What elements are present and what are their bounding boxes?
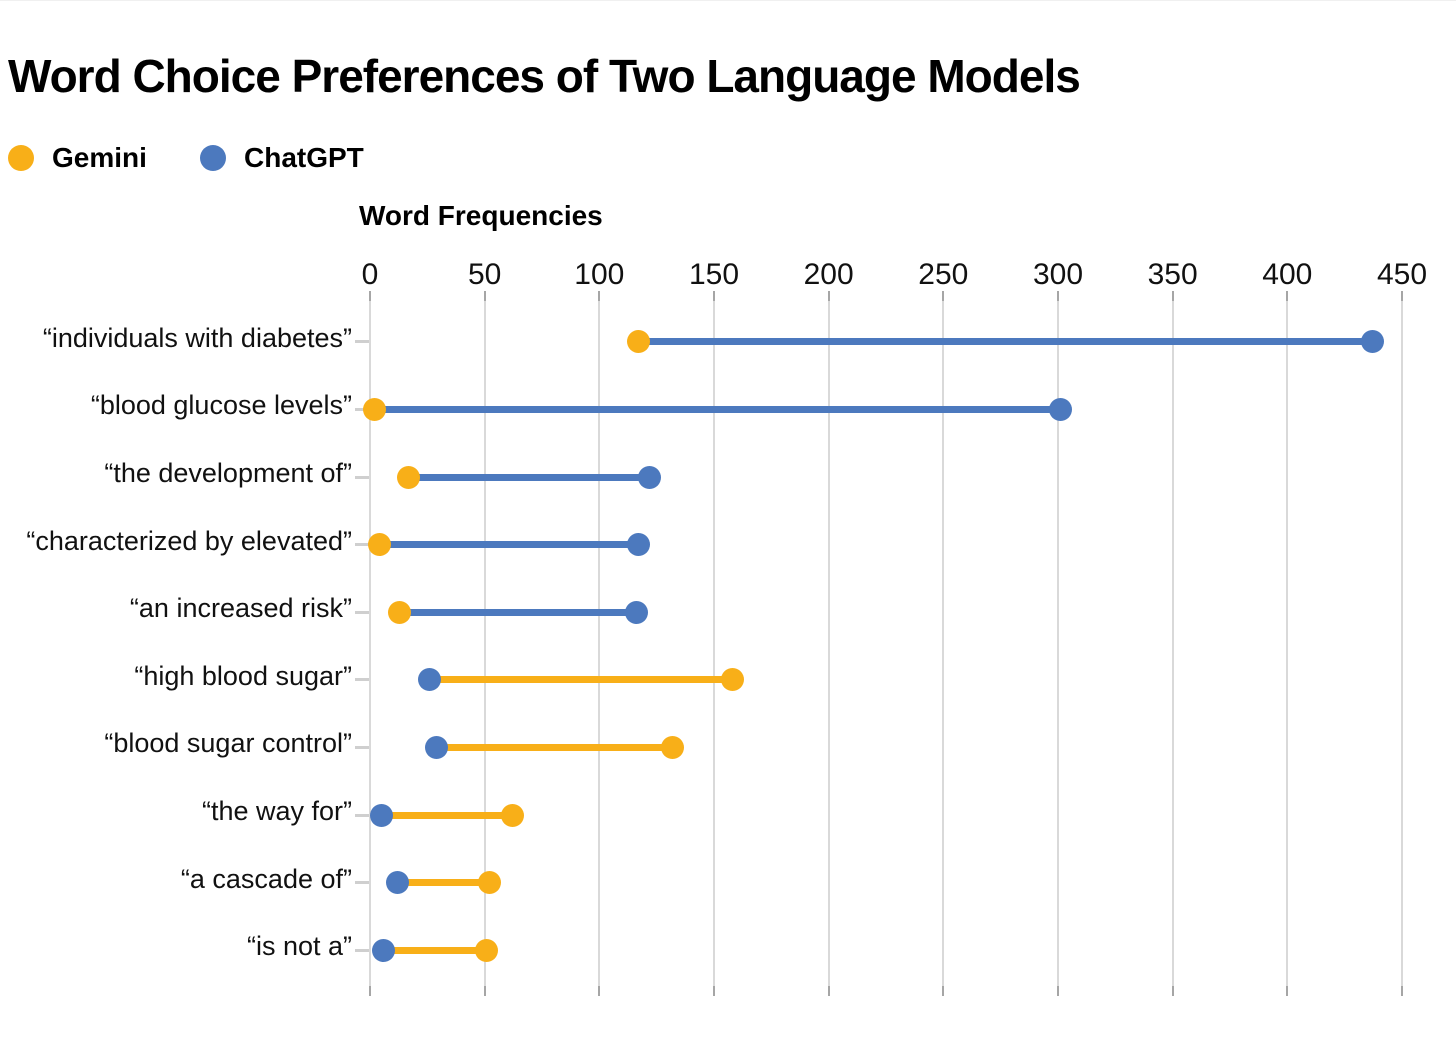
connector-line xyxy=(436,743,673,751)
x-axis-tick-bottom xyxy=(1401,986,1403,996)
x-axis-tick-bottom xyxy=(369,986,371,996)
gridline xyxy=(713,301,715,986)
x-axis-tick-top xyxy=(1401,291,1403,301)
x-axis-tick-top xyxy=(1171,291,1174,301)
x-axis-tick-bottom xyxy=(1286,986,1289,996)
x-tick-label: 200 xyxy=(803,258,854,291)
legend-item-chatgpt: ChatGPT xyxy=(200,142,364,174)
category-tick xyxy=(355,678,369,682)
category-tick xyxy=(355,610,369,614)
x-tick-label: 150 xyxy=(688,258,740,291)
connector-line xyxy=(383,946,487,954)
x-axis-tick-bottom xyxy=(1057,986,1059,996)
x-axis-tick-bottom xyxy=(483,986,486,996)
x-axis-tick-top xyxy=(827,291,830,301)
connector-line xyxy=(381,811,513,819)
chatgpt-dot xyxy=(638,465,662,489)
chatgpt-dot xyxy=(386,871,410,895)
x-tick-label: 0 xyxy=(361,258,379,291)
chatgpt-dot xyxy=(624,600,648,624)
x-tick-label: 450 xyxy=(1376,258,1428,291)
x-axis-tick-top xyxy=(1286,291,1289,301)
category-tick xyxy=(355,948,369,952)
connector-line xyxy=(399,608,637,616)
x-axis-tick-bottom xyxy=(942,986,945,996)
gemini-dot xyxy=(661,735,685,759)
chatgpt-dot xyxy=(626,533,650,557)
gemini-dot xyxy=(475,938,499,962)
x-tick-label: 50 xyxy=(467,258,502,291)
chatgpt-dot xyxy=(372,938,396,962)
x-axis-tick-bottom xyxy=(713,986,715,996)
x-axis-tick-top xyxy=(483,291,486,301)
category-label: “individuals with diabetes” xyxy=(42,322,352,353)
gridline xyxy=(1401,301,1403,986)
x-axis-tick-top xyxy=(598,291,601,301)
chatgpt-dot xyxy=(1360,330,1384,354)
category-tick xyxy=(355,475,369,479)
gemini-dot xyxy=(367,533,391,557)
category-tick xyxy=(355,407,369,411)
gemini-dot xyxy=(477,871,501,895)
x-axis-tick-bottom xyxy=(1171,986,1174,996)
category-tick xyxy=(355,745,369,749)
x-axis-tick-top xyxy=(942,291,945,301)
category-label: “characterized by elevated” xyxy=(26,525,352,556)
category-tick xyxy=(355,543,369,547)
gridline xyxy=(369,301,371,986)
category-label: “blood sugar control” xyxy=(104,728,352,759)
chatgpt-dot xyxy=(1048,397,1072,421)
gridline xyxy=(1057,301,1059,986)
x-axis-tick-bottom xyxy=(827,986,830,996)
gridline xyxy=(827,301,830,986)
x-axis-title: Word Frequencies xyxy=(359,200,603,231)
x-axis-tick-top xyxy=(713,291,715,301)
category-tick xyxy=(355,881,369,885)
gemini-dot xyxy=(720,668,744,692)
legend-item-gemini: Gemini xyxy=(8,142,147,174)
connector-line xyxy=(397,879,490,887)
gemini-dot xyxy=(363,397,387,421)
connector-line xyxy=(379,541,639,549)
x-tick-label: 300 xyxy=(1032,258,1084,291)
legend-label-gemini: Gemini xyxy=(52,142,147,173)
chatgpt-dot xyxy=(418,668,442,692)
gridline xyxy=(1171,301,1174,986)
gridline xyxy=(942,301,945,986)
chart-title: Word Choice Preferences of Two Language … xyxy=(8,50,1081,102)
category-label: “the way for” xyxy=(201,796,352,826)
gridline xyxy=(1286,301,1289,986)
x-tick-label: 250 xyxy=(918,258,969,291)
x-tick-label: 100 xyxy=(574,258,625,291)
gridline xyxy=(598,301,601,986)
gridline xyxy=(483,301,486,986)
category-label: “is not a” xyxy=(246,931,352,962)
x-axis-tick-top xyxy=(1057,291,1059,301)
gemini-dot xyxy=(500,803,524,827)
connector-line xyxy=(408,473,650,481)
category-tick xyxy=(355,813,369,817)
category-label: “the development of” xyxy=(104,458,352,488)
gemini-dot xyxy=(626,330,650,354)
connector-line xyxy=(374,405,1061,413)
connector-line xyxy=(638,338,1373,346)
gemini-dot xyxy=(397,465,421,489)
category-tick xyxy=(355,340,369,344)
connector-line xyxy=(429,676,733,684)
gemini-dot-icon xyxy=(8,145,34,171)
category-label: “high blood sugar” xyxy=(134,660,352,691)
legend-label-chatgpt: ChatGPT xyxy=(244,142,364,173)
gemini-dot xyxy=(388,600,412,624)
category-label: “blood glucose levels” xyxy=(90,390,352,421)
x-tick-label: 350 xyxy=(1147,258,1198,291)
category-label: “a cascade of” xyxy=(180,863,352,894)
x-axis-tick-top xyxy=(369,291,371,301)
x-tick-label: 400 xyxy=(1262,258,1313,291)
category-label: “an increased risk” xyxy=(129,593,352,624)
chatgpt-dot xyxy=(425,735,448,759)
chatgpt-dot-icon xyxy=(200,145,226,171)
chatgpt-dot xyxy=(369,803,393,827)
x-axis-tick-bottom xyxy=(598,986,601,996)
